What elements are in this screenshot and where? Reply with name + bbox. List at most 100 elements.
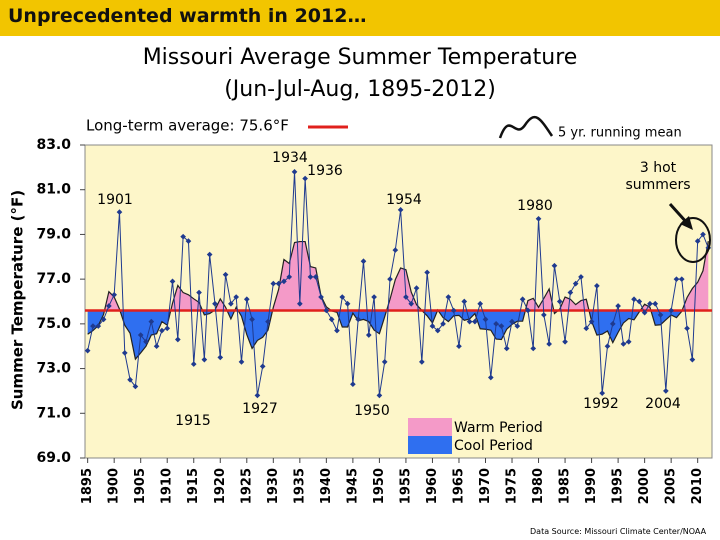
year-annotation: 1954 <box>386 192 422 208</box>
data-point <box>312 274 319 280</box>
data-point <box>127 376 133 383</box>
legend-warm <box>408 418 452 436</box>
data-point <box>148 318 155 325</box>
data-point <box>450 307 457 314</box>
x-tick-label: 1935 <box>292 468 307 504</box>
data-point <box>556 298 563 305</box>
data-point <box>365 332 372 338</box>
data-point <box>487 374 494 381</box>
x-tick-label: 1950 <box>372 468 387 504</box>
data-point <box>344 300 351 307</box>
legend-cool-label: Cool Period <box>454 438 533 454</box>
data-point <box>456 343 462 350</box>
data-point <box>132 383 139 390</box>
data-point <box>318 294 324 300</box>
source: Data Source: Missouri Climate Center/NOA… <box>530 527 707 536</box>
data-point <box>636 298 643 305</box>
x-tick-label: 1910 <box>160 468 175 504</box>
x-tick-label: 1965 <box>451 468 466 504</box>
data-point <box>604 343 611 350</box>
data-point <box>567 289 574 296</box>
data-point <box>525 307 531 314</box>
data-point <box>445 294 452 300</box>
hot-circle <box>675 217 711 263</box>
data-point <box>334 327 340 334</box>
data-point <box>668 307 674 314</box>
x-tick-label: 1990 <box>584 468 599 504</box>
x-tick-label: 1960 <box>425 468 440 504</box>
data-point <box>503 345 510 352</box>
data-point <box>106 303 112 309</box>
data-point <box>403 294 409 300</box>
data-point <box>169 278 176 285</box>
data-point <box>196 289 202 296</box>
temperature-line <box>87 171 709 396</box>
data-point <box>578 274 584 280</box>
data-point <box>350 381 356 388</box>
y-axis-label: Summer Temperature (°F) <box>9 190 27 410</box>
data-point <box>190 361 197 367</box>
data-point <box>583 325 590 332</box>
data-point <box>243 296 250 303</box>
x-tick-label: 1915 <box>186 468 201 504</box>
y-tick-label: 71.0 <box>36 405 71 421</box>
data-point <box>323 307 330 314</box>
x-tick-label: 2000 <box>637 468 652 504</box>
data-point <box>408 300 415 307</box>
data-point <box>413 285 420 291</box>
data-point <box>546 341 552 347</box>
x-tick-label: 1970 <box>478 468 493 504</box>
data-point <box>275 280 282 287</box>
x-tick-label: 1985 <box>558 468 573 504</box>
data-point <box>514 323 521 329</box>
y-tick-label: 83.0 <box>36 137 71 153</box>
data-point <box>100 316 107 323</box>
x-tick-label: 1920 <box>213 468 228 504</box>
year-annotation: 1936 <box>307 163 343 179</box>
data-point <box>297 300 303 307</box>
data-point <box>689 356 696 363</box>
data-point <box>95 323 102 329</box>
x-tick-label: 2010 <box>690 468 705 504</box>
data-point <box>397 207 404 213</box>
data-point <box>631 296 637 303</box>
data-point <box>509 318 515 325</box>
data-point <box>535 215 542 222</box>
data-point <box>392 247 399 253</box>
data-point <box>307 274 314 280</box>
data-point <box>286 274 293 280</box>
data-point <box>381 359 388 365</box>
x-tick-label: 1945 <box>345 468 360 504</box>
y-tick-label: 73.0 <box>36 361 71 377</box>
data-point <box>212 300 218 307</box>
data-point <box>700 231 706 238</box>
data-point <box>233 294 240 300</box>
data-point <box>625 338 632 345</box>
year-annotation: 1992 <box>583 396 619 412</box>
data-point <box>376 392 383 399</box>
data-point <box>153 343 160 350</box>
data-point <box>472 318 478 325</box>
data-point <box>265 318 271 325</box>
y-tick-label: 69.0 <box>36 450 71 466</box>
legend-warm-label: Warm Period <box>454 420 543 436</box>
data-point <box>519 296 526 303</box>
legend-mean: 5 yr. running mean <box>558 126 682 141</box>
data-point <box>180 233 186 240</box>
data-point <box>440 321 446 327</box>
data-point <box>238 359 245 365</box>
legend-mean-icon <box>498 115 554 139</box>
data-point <box>84 347 91 354</box>
data-point <box>360 258 367 265</box>
hot-arrow-head <box>680 216 693 230</box>
data-point <box>259 363 266 370</box>
data-point <box>562 338 568 345</box>
year-annotation: 1950 <box>354 403 390 419</box>
data-point <box>387 276 393 282</box>
y-tick-label: 81.0 <box>36 182 71 198</box>
data-point <box>159 327 165 334</box>
average-label: Long-term average: 75.6°F <box>86 117 289 135</box>
data-point <box>647 300 653 307</box>
